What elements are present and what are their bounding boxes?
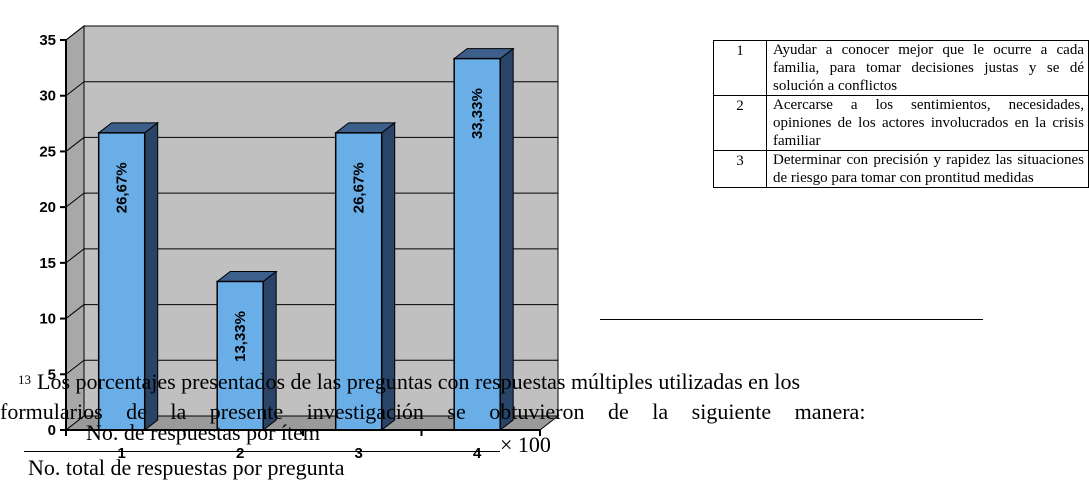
footnote-separator — [600, 319, 983, 320]
formula-numerator: No. de respuestas por ítem — [86, 420, 320, 445]
gridline-side — [65, 25, 85, 41]
gridline-side — [65, 304, 85, 319]
gridline-side — [65, 192, 85, 208]
legend-row-number: 3 — [713, 150, 767, 188]
y-tick-label: 30 — [39, 88, 56, 105]
x-tick-label: 2 — [236, 445, 244, 462]
x-tick-label: 1 — [118, 445, 126, 462]
bar-data-label: 13,33% — [232, 311, 249, 362]
gridline-side — [65, 137, 85, 152]
y-tick-label: 15 — [39, 255, 56, 272]
legend-row-number: 1 — [713, 40, 767, 96]
y-tick-label: 35 — [39, 32, 56, 49]
legend-row: 1 Ayudar a conocer mejor que le ocurre a … — [713, 40, 1089, 96]
bar — [216, 280, 264, 431]
bar-chart: 26,67% 13,33% 26,67% 33,33% 0 5 10 15 20 25 30 35 1… — [39, 24, 560, 462]
legend-table: 1 Ayudar a conocer mejor que le ocurre a … — [713, 40, 1089, 188]
bar-data-label: 26,67% — [351, 162, 368, 213]
gridline-side — [65, 359, 85, 375]
footnote: 13 Los porcentajes presentados de las pre… — [0, 367, 1089, 427]
y-tick-label: 25 — [39, 143, 56, 160]
legend-row-text: Determinar con precisión y rapidez las s… — [766, 150, 1089, 188]
bar-data-label: 33,33% — [469, 88, 486, 139]
x-tick-label: 4 — [473, 445, 482, 462]
bar — [97, 132, 146, 431]
footnote-marker: 13 — [18, 372, 31, 387]
legend-row-text: Ayudar a conocer mejor que le ocurre a c… — [766, 40, 1089, 96]
legend-row: 2 Acercarse a los sentimientos, necesidad… — [713, 95, 1089, 151]
legend-table-container: 1 Ayudar a conocer mejor que le ocurre a … — [713, 40, 1089, 288]
bar-data-label: 26,67% — [114, 162, 131, 213]
formula-multiplier: × 100 — [500, 432, 551, 457]
gridline-side — [65, 81, 85, 97]
legend-row-text: Acercarse a los sentimientos, necesidade… — [766, 95, 1089, 151]
y-tick-label: 10 — [39, 311, 56, 328]
legend-row-number: 2 — [713, 95, 767, 151]
formula-denominator: No. total de respuestas por pregunta — [28, 455, 345, 480]
footnote-line-2: formularios de la presente investigación… — [0, 399, 866, 424]
bar — [453, 57, 501, 431]
gridline-side — [65, 248, 85, 264]
bar — [334, 132, 383, 431]
y-tick-label: 0 — [48, 422, 56, 439]
y-tick-label: 20 — [39, 199, 56, 216]
legend-row: 3 Determinar con precisión y rapidez las … — [713, 150, 1089, 188]
y-tick-label: 5 — [48, 366, 56, 383]
footnote-line-1: Los porcentajes presentados de las pregu… — [37, 369, 801, 394]
x-tick-label: 3 — [355, 445, 363, 462]
formula-fraction-bar — [24, 451, 500, 452]
